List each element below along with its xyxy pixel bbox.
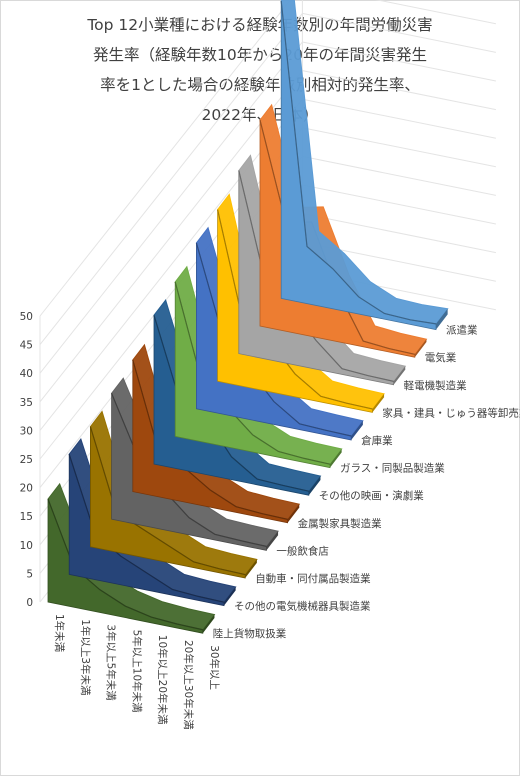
y-tick-label: 40 bbox=[20, 368, 33, 380]
area-cap-5 bbox=[330, 448, 342, 468]
back-wall-gridline bbox=[302, 155, 496, 196]
series-label-2: 軽電機製造業 bbox=[404, 379, 467, 392]
series-label-9: 自動車・同付属品製造業 bbox=[255, 572, 371, 585]
side-wall-gridline bbox=[39, 98, 303, 431]
chart-title-line-3: 率を1とした場合の経験年数別相対的発生率、 bbox=[100, 76, 420, 94]
y-tick-label: 15 bbox=[20, 511, 33, 523]
side-wall-gridline bbox=[39, 41, 303, 374]
x-tick-label: 1年未満 bbox=[53, 614, 66, 653]
back-wall-gridline bbox=[302, 12, 496, 53]
x-tick-label: 20年以上30年未満 bbox=[182, 640, 195, 730]
x-tick-label: 3年以上5年未満 bbox=[105, 624, 118, 701]
y-tick-label: 30 bbox=[20, 425, 33, 437]
y-tick-label: 25 bbox=[20, 454, 33, 466]
side-wall-gridline bbox=[39, 0, 291, 317]
area-cap-8 bbox=[266, 531, 279, 551]
series-label-3: 家具・建具・じゅう器等卸売業 bbox=[382, 406, 520, 419]
series-label-5: ガラス・同製品製造業 bbox=[340, 462, 445, 475]
area-cap-7 bbox=[287, 504, 300, 523]
series-label-4: 倉庫業 bbox=[361, 434, 393, 447]
series-label-1: 電気業 bbox=[425, 351, 457, 364]
x-tick-label: 10年以上20年未満 bbox=[156, 635, 169, 725]
y-tick-label: 50 bbox=[20, 311, 33, 323]
back-wall-gridline bbox=[302, 213, 496, 254]
side-wall-gridline bbox=[39, 127, 303, 460]
back-wall-gridline bbox=[302, 41, 496, 82]
back-wall-gridline bbox=[302, 70, 496, 111]
area-cap-11 bbox=[202, 614, 215, 634]
back-wall-gridline bbox=[302, 98, 496, 139]
area-cap-0 bbox=[436, 308, 448, 330]
x-tick-label: 5年以上10年未満 bbox=[130, 630, 143, 714]
series-label-6: その他の映画・演劇業 bbox=[319, 489, 424, 502]
y-tick-label: 0 bbox=[26, 597, 33, 609]
series-label-8: 一般飲食店 bbox=[276, 544, 329, 557]
back-wall-gridline bbox=[302, 184, 496, 225]
chart-title-line-1: Top 12小業種における経験年数別の年間労働災害 bbox=[87, 16, 433, 34]
area-cap-6 bbox=[308, 476, 321, 496]
y-tick-label: 10 bbox=[20, 540, 33, 552]
x-tick-label: 1年以上3年未満 bbox=[79, 619, 92, 696]
series-label-0: 派遣業 bbox=[446, 324, 478, 337]
side-wall-gridline bbox=[39, 13, 303, 345]
area-edge-0 bbox=[280, 0, 437, 325]
area-cap-1 bbox=[414, 339, 427, 358]
area-cap-9 bbox=[245, 559, 257, 578]
series-label-7: 金属製家具製造業 bbox=[298, 517, 382, 530]
area-cap-2 bbox=[393, 366, 406, 385]
back-wall-gridline bbox=[302, 127, 496, 168]
y-tick-label: 35 bbox=[20, 397, 33, 409]
y-tick-label: 5 bbox=[26, 568, 33, 580]
series-label-11: 陸上貨物取扱業 bbox=[213, 627, 287, 640]
y-tick-label: 20 bbox=[20, 483, 33, 495]
x-tick-label: 30年以上 bbox=[208, 645, 221, 690]
area-cap-3 bbox=[372, 393, 385, 413]
back-wall-gridline bbox=[375, 0, 496, 25]
side-wall-gridline bbox=[39, 70, 303, 403]
area-cap-10 bbox=[224, 586, 236, 606]
y-tick-label: 45 bbox=[20, 340, 33, 352]
series-label-10: その他の電気機械器具製造業 bbox=[234, 600, 371, 613]
area-cap-4 bbox=[351, 420, 363, 440]
